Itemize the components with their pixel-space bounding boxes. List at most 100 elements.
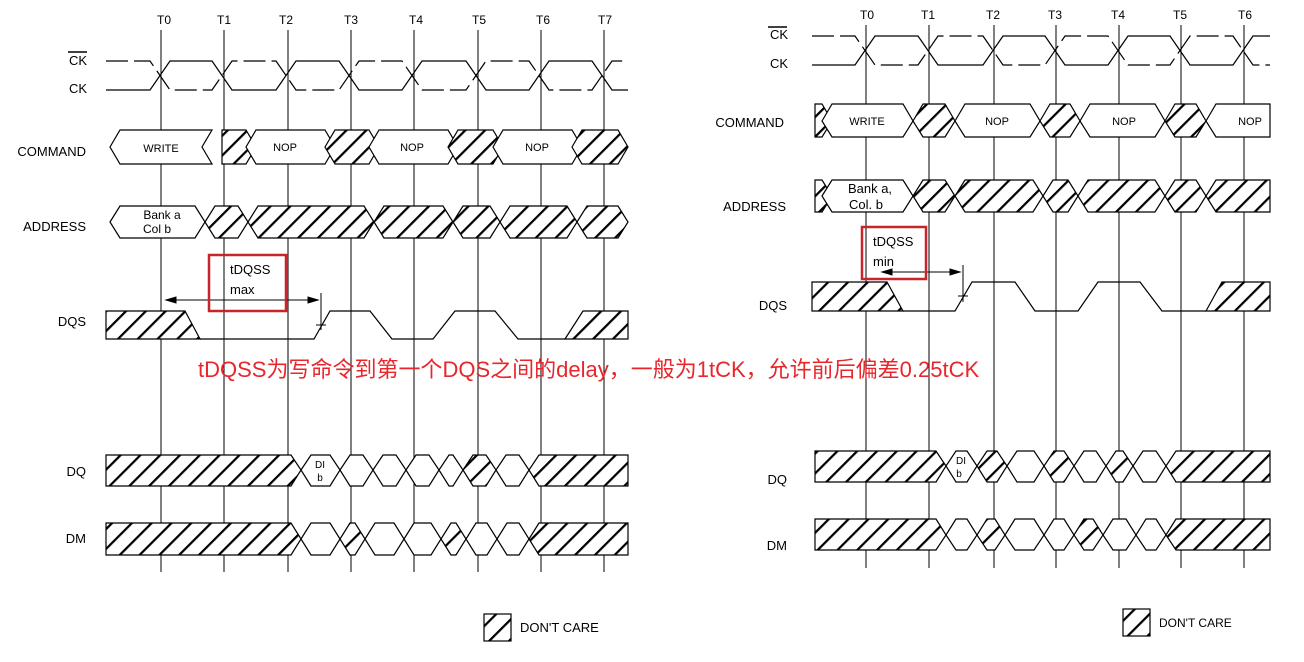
dq-data-cell: [976, 450, 1008, 483]
signal-dqs: DQS: [759, 298, 788, 313]
dm-data-cell: [403, 522, 442, 556]
clock-waveforms: [106, 60, 628, 91]
dqs-waveform: [105, 310, 629, 340]
address-dontcare-cell: [1077, 179, 1166, 213]
signal-ck-bar: CK: [770, 27, 788, 42]
legend-hatch-swatch: [483, 613, 512, 642]
signal-dqs: DQS: [58, 314, 87, 329]
command-dontcare-cell: [571, 129, 629, 165]
dq-data-cell: [495, 454, 530, 487]
signal-dq: DQ: [768, 472, 788, 487]
signal-command: COMMAND: [715, 115, 784, 130]
address-bus: [814, 179, 1271, 213]
dq-data-cell: [462, 454, 497, 487]
clock-waveforms: [812, 35, 1270, 66]
dq-data-cell: [339, 454, 374, 487]
dq-data-cell: [405, 454, 440, 487]
time-label-t6: T6: [1238, 8, 1252, 22]
time-label-t3: T3: [1048, 8, 1062, 22]
address-label-line1: Bank a,: [848, 181, 892, 196]
time-label-t1: T1: [217, 13, 231, 27]
time-grid-lines: [160, 30, 605, 572]
dm-dontcare-region: [105, 522, 302, 556]
dq-data-cell: [1132, 450, 1167, 483]
dq-bus: [814, 450, 1271, 483]
dm-dontcare-region: [1165, 518, 1271, 551]
ck-waveform: [106, 60, 628, 91]
address-dontcare-cell: [576, 205, 629, 239]
time-labels: T0 T1 T2 T3 T4 T5 T6 T7: [157, 13, 612, 27]
dq-data-cell: [438, 454, 464, 487]
address-dontcare-cell: [204, 205, 249, 239]
dm-data-cell: [364, 522, 405, 556]
time-label-t3: T3: [344, 13, 358, 27]
tdqss-label: tDQSS min: [873, 234, 914, 269]
tdqss-min-arrow: [880, 265, 968, 302]
command-nop-label: NOP: [1238, 116, 1262, 128]
dq-data-cell: [1006, 450, 1045, 483]
time-label-t2: T2: [279, 13, 293, 27]
command-write-label: WRITE: [849, 116, 884, 128]
dm-data-cell: [945, 518, 978, 551]
signal-dm: DM: [66, 531, 86, 546]
address-labels: Bank a Col b: [143, 208, 181, 236]
dm-data-cell: [300, 522, 341, 556]
command-bus: [814, 103, 1271, 138]
command-write-cell: [109, 129, 214, 165]
dqs-waveform: [811, 281, 1271, 312]
dm-data-cell: [1043, 518, 1075, 551]
address-dontcare-cell: [452, 205, 501, 239]
signal-names: CK CK COMMAND ADDRESS DQS DQ DM: [715, 26, 788, 553]
time-labels: T0 T1 T2 T3 T4 T5 T6: [860, 8, 1252, 22]
dq-data-label: DI b: [956, 456, 966, 480]
command-nop-label: NOP: [525, 142, 549, 154]
dq-data-cell: [1073, 450, 1107, 483]
time-label-t0: T0: [860, 8, 874, 22]
command-write-label: WRITE: [143, 143, 178, 155]
dm-data-cell: [1004, 518, 1045, 551]
signal-ck: CK: [69, 81, 87, 96]
command-nop-cell: [1205, 103, 1271, 138]
command-nop-label: NOP: [400, 142, 424, 154]
command-dontcare-cell: [912, 103, 956, 138]
ck-bar-waveform: [812, 35, 1270, 66]
tdqss-max-arrow: [164, 293, 326, 330]
address-dontcare-cell: [912, 179, 956, 213]
dq-bus: [105, 454, 629, 487]
tdqss-label-line2: min: [873, 254, 894, 269]
dq-data-label: DI b: [315, 460, 325, 484]
signal-dq: DQ: [67, 464, 87, 479]
dm-bus: [105, 522, 629, 556]
dqs-dontcare-region: [105, 310, 202, 340]
dm-data-cell: [976, 518, 1006, 551]
time-label-t1: T1: [921, 8, 935, 22]
dm-data-cell: [339, 522, 366, 556]
address-labels: Bank a, Col. b: [848, 181, 892, 212]
legend-dont-care: DON'T CARE: [1122, 608, 1232, 637]
dq-data-cell: [372, 454, 407, 487]
time-label-t6: T6: [536, 13, 550, 27]
time-label-t0: T0: [157, 13, 171, 27]
address-label-line2: Col. b: [849, 197, 883, 212]
command-nop-label: NOP: [985, 116, 1009, 128]
dq-data-label-line2: b: [317, 473, 323, 484]
tdqss-label-line2: max: [230, 282, 255, 297]
legend-label: DON'T CARE: [520, 620, 599, 635]
signal-address: ADDRESS: [723, 199, 786, 214]
command-nop-label: NOP: [273, 142, 297, 154]
ck-waveform: [812, 35, 1270, 66]
dqs-dontcare-region: [1204, 281, 1271, 312]
write-timing-tdqss-max: T0 T1 T2 T3 T4 T5 T6 T7 CK CK COMMAND AD…: [17, 13, 629, 642]
dq-dontcare-region: [105, 454, 302, 487]
legend-dont-care: DON'T CARE: [483, 613, 599, 642]
dq-data-label-line2: b: [956, 469, 962, 480]
time-label-t2: T2: [986, 8, 1000, 22]
command-bus: [109, 129, 629, 165]
address-dontcare-cell: [499, 205, 578, 239]
dqs-preamble-edge: [903, 281, 1206, 312]
command-nop-label: NOP: [1112, 116, 1136, 128]
address-dontcare-cell: [1164, 179, 1207, 213]
dqs-dontcare-region: [811, 281, 905, 312]
address-dontcare-cell: [247, 205, 375, 239]
